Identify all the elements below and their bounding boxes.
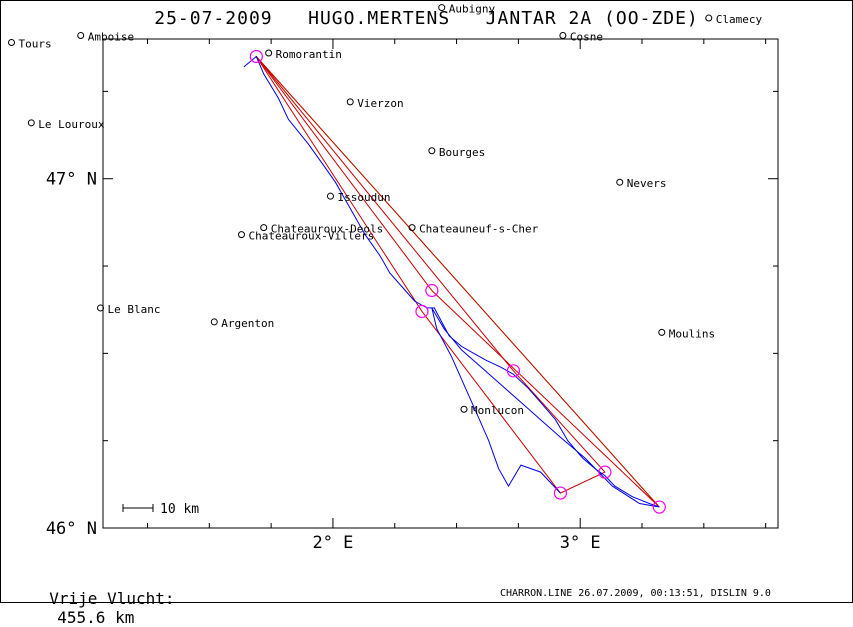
town-marker [77, 32, 85, 40]
town-label: Moulins [669, 327, 715, 340]
town-marker [705, 14, 713, 22]
town-label: Clamecy [716, 13, 763, 26]
x-tick-label: 3° E [560, 533, 601, 553]
y-tick-label: 46° N [46, 519, 97, 539]
town-label: Nevers [627, 177, 667, 190]
scale-bar: 10 km [122, 502, 199, 517]
distance-value: 455.6 km [57, 608, 135, 627]
town-markers: BriareAubignyClamecyAmboiseRomorantinCos… [8, 3, 763, 417]
turnpoint-marker [553, 486, 568, 500]
free-flight-distance: Vrije Vlucht: 455.6 km [30, 570, 175, 627]
flight-lines [243, 55, 660, 508]
town-label: Tours [19, 37, 52, 50]
turnpoint-marker [598, 465, 612, 479]
town-label: Le Blanc [108, 303, 161, 316]
generator-meta: CHARRON.LINE 26.07.2009, 00:13:51, DISLI… [500, 588, 771, 599]
town-marker [346, 98, 354, 106]
x-tick-label: 2° E [312, 533, 353, 553]
town-label: Le Louroux [38, 118, 105, 131]
town-marker [559, 32, 567, 40]
town-marker [658, 328, 666, 336]
axis-ticks: 2° E 3° E 46° N 47° N [46, 39, 778, 553]
turnpoint-markers [249, 49, 666, 514]
chart-title: 25-07-2009 HUGO.MERTENS JANTAR 2A (OO-ZD… [154, 8, 699, 29]
town-label: Chateauroux-Villers [248, 230, 374, 243]
turnpoint-marker [425, 283, 439, 298]
turnpoint-marker [652, 500, 666, 514]
town-label: Argenton [221, 317, 274, 330]
y-tick-label: 47° N [46, 170, 97, 190]
scale-bar-label: 10 km [160, 502, 199, 517]
turnpoint-marker [249, 49, 263, 64]
turnpoint-marker [506, 364, 521, 378]
town-marker [237, 231, 245, 239]
town-marker [97, 304, 105, 312]
town-label: Chateauroux-Deols [271, 223, 384, 236]
town-marker [260, 224, 268, 232]
town-label: Vierzon [357, 97, 403, 110]
task-outer-line [255, 56, 660, 508]
town-marker [408, 224, 416, 232]
town-marker [616, 178, 624, 186]
town-marker [326, 192, 334, 200]
town-label: Issoudun [337, 191, 390, 204]
town-marker [210, 318, 218, 326]
town-marker [265, 49, 273, 57]
town-label: Romorantin [276, 48, 342, 61]
track-line [243, 55, 660, 508]
task-inner-line [255, 56, 606, 494]
plot-area [102, 38, 779, 529]
town-label: Cosne [570, 31, 603, 44]
town-label: Monlucon [471, 404, 524, 417]
town-marker [27, 119, 35, 127]
town-marker [460, 405, 468, 413]
town-label: Amboise [88, 31, 134, 44]
town-label: Chateauneuf-s-Cher [419, 223, 539, 236]
map-plot: 2° E3° E46° N47° N BriareAubignyClamecyA… [8, 3, 779, 553]
turnpoint-marker [415, 304, 429, 319]
town-marker [8, 38, 16, 46]
town-marker [428, 147, 436, 155]
town-marker [438, 4, 446, 12]
town-label: Aubigny [449, 3, 496, 16]
distance-label: Vrije Vlucht: [49, 589, 175, 608]
town-label: Bourges [439, 146, 485, 159]
